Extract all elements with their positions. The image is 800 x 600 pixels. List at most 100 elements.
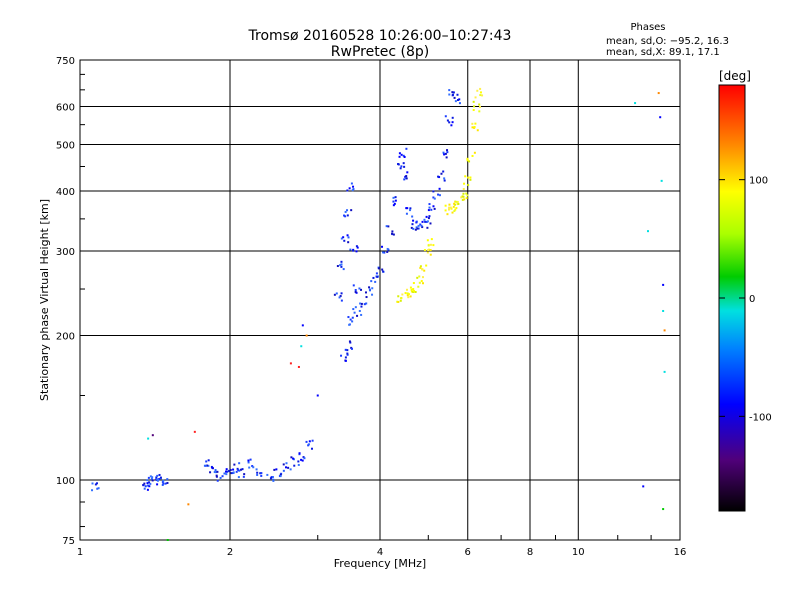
data-point: [444, 204, 447, 207]
data-point: [453, 202, 456, 205]
data-point: [443, 179, 446, 182]
data-point: [377, 267, 380, 270]
data-point: [473, 151, 476, 154]
data-point: [397, 295, 400, 298]
data-point: [391, 230, 394, 233]
data-point: [444, 115, 447, 118]
data-point: [451, 116, 454, 119]
data-point: [223, 472, 226, 475]
data-point: [269, 477, 272, 480]
data-point: [289, 468, 292, 471]
data-point: [346, 234, 349, 237]
data-point: [143, 482, 146, 485]
data-point: [392, 200, 395, 203]
data-point: [451, 94, 454, 97]
data-point: [454, 208, 457, 211]
data-point: [219, 476, 222, 479]
data-point: [248, 466, 251, 469]
data-point: [226, 470, 229, 473]
data-point: [411, 223, 414, 226]
data-point: [466, 157, 469, 160]
data-point: [247, 461, 250, 464]
data-point: [371, 293, 374, 296]
data-point: [311, 439, 314, 442]
data-point: [454, 100, 457, 103]
data-point: [662, 309, 665, 312]
data-point: [349, 318, 352, 321]
data-point: [305, 440, 308, 443]
data-point: [410, 288, 413, 291]
data-point: [272, 478, 275, 481]
data-point: [297, 463, 300, 466]
colorbar-label: [deg]: [719, 69, 751, 83]
data-point: [406, 171, 409, 174]
data-point: [659, 116, 662, 119]
x-tick-label: 8: [527, 547, 533, 558]
data-point: [479, 91, 482, 94]
x-tick-label: 10: [572, 547, 585, 558]
data-point: [461, 195, 464, 198]
x-tick-label: 2: [227, 547, 233, 558]
data-point: [429, 243, 432, 246]
data-point: [412, 289, 415, 292]
data-point: [149, 475, 152, 478]
data-point: [414, 290, 417, 293]
data-point: [159, 476, 162, 479]
data-point: [392, 204, 395, 207]
data-point: [425, 215, 428, 218]
data-point: [433, 207, 436, 210]
data-point: [204, 464, 207, 467]
data-point: [232, 471, 235, 474]
data-point: [442, 170, 445, 173]
data-point: [407, 293, 410, 296]
y-tick-label: 500: [56, 141, 75, 152]
data-point: [473, 126, 476, 129]
data-point: [410, 290, 413, 293]
data-point: [146, 484, 149, 487]
data-point: [349, 248, 352, 251]
data-point: [479, 94, 482, 97]
data-point: [423, 218, 426, 221]
data-point: [473, 105, 476, 108]
data-point: [251, 465, 254, 468]
data-point: [157, 478, 160, 481]
data-point: [438, 176, 441, 179]
y-tick-label: 100: [56, 476, 75, 487]
data-point: [476, 89, 479, 92]
data-point: [340, 299, 343, 302]
data-point: [478, 110, 481, 113]
data-point: [355, 245, 358, 248]
data-point: [397, 163, 400, 166]
data-point: [150, 478, 153, 481]
data-point: [396, 300, 399, 303]
data-point: [426, 239, 429, 242]
data-point: [144, 485, 147, 488]
data-point: [340, 354, 343, 357]
data-point: [360, 305, 363, 308]
data-point: [302, 456, 305, 459]
data-point: [448, 121, 451, 124]
data-point: [143, 487, 146, 490]
data-point: [430, 238, 433, 241]
data-point: [297, 460, 300, 463]
data-point: [453, 96, 456, 99]
data-point: [471, 154, 474, 157]
data-point: [349, 341, 352, 344]
data-point: [392, 196, 395, 199]
data-point: [448, 93, 451, 96]
data-point: [347, 241, 350, 244]
data-point: [443, 153, 446, 156]
data-point: [146, 482, 149, 485]
data-point: [450, 124, 453, 127]
data-point: [148, 485, 151, 488]
data-point: [469, 178, 472, 181]
y-axis-label: Stationary phase Virtual Height [km]: [38, 199, 51, 401]
data-point: [238, 462, 241, 465]
data-point: [347, 236, 350, 239]
data-point: [405, 207, 408, 210]
data-point: [155, 476, 158, 479]
data-point: [207, 459, 210, 462]
data-point: [164, 482, 167, 485]
data-point: [381, 245, 384, 248]
data-point: [451, 91, 454, 94]
